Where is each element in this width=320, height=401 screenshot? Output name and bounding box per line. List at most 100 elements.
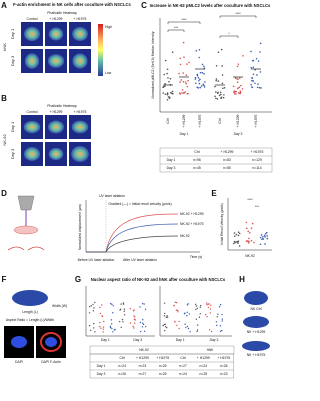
data-dot [134,322,136,324]
data-dot [99,321,101,324]
data-dot [175,309,178,311]
data-dot [168,97,171,99]
data-dot [113,329,115,331]
data-dot [139,330,142,333]
data-dot [195,308,197,311]
recoil-curve [86,213,179,253]
data-dot [175,301,178,304]
data-dot [99,325,101,328]
data-dot [203,86,206,88]
data-dot [166,68,169,71]
panel-title: Increase in NK-92 pMLC2 levels after coc… [150,3,271,8]
data-dot [194,78,197,80]
data-dot [143,303,145,305]
data-dot [238,232,241,235]
data-dot [222,96,225,99]
data-dot [238,245,241,247]
data-dot [196,86,199,89]
data-dot [179,63,182,66]
data-dot [102,328,104,330]
length-label: Length (L) [22,310,37,314]
table-group: hNK [207,348,214,352]
group-label: NK-92 [2,134,7,146]
axis [159,18,272,113]
table-cell: n=26 [220,364,228,368]
data-dot [166,93,169,95]
data-dot [259,71,262,73]
data-dot [219,325,222,327]
data-dot [144,308,147,311]
data-dot [199,71,202,74]
data-dot [199,313,201,315]
data-dot [233,240,236,243]
data-dot [195,50,198,52]
data-dot [134,316,136,318]
data-dot [118,320,121,323]
data-dot [216,98,219,100]
data-dot [220,329,223,332]
sig-bracket [219,35,239,38]
data-dot [239,90,242,92]
day-label: Day 3 [234,132,243,136]
data-dot [209,312,211,314]
data-dot [164,323,166,325]
data-dot [162,324,164,327]
curve-label: NK-92 [180,234,190,238]
data-dot [220,93,222,96]
data-dot [262,238,265,240]
table-cell: n=25 [159,364,167,368]
data-dot [197,77,200,79]
panel-label: A [1,1,7,10]
data-dot [163,302,166,304]
data-dot [233,235,236,237]
significance: *** [174,26,179,30]
nucleus-shape [243,316,269,328]
data-dot [216,324,218,327]
data-dot [186,92,189,95]
data-dot [189,331,191,333]
data-dot [111,327,113,330]
data-dot [265,231,268,234]
data-dot [174,321,176,323]
gradient-note: Gradient (—) = Initial recoil velocity (… [108,202,171,206]
data-dot [207,303,210,305]
data-dot [204,81,206,83]
data-dot [259,42,262,45]
table-cell: n=55 [223,166,231,170]
data-dot [198,56,200,59]
data-dot [235,93,237,95]
data-dot [167,96,170,98]
table-cell: n=23 [139,364,147,368]
data-dot [164,312,166,315]
data-dot [245,221,248,224]
table-cell: n=129 [252,158,262,162]
data-dot [218,94,221,97]
data-dot [186,311,188,314]
significance: **** [247,198,253,202]
data-dot [162,92,165,94]
data-dot [196,73,199,76]
data-dot [254,69,256,71]
data-dot [188,61,190,64]
scale-high: High [105,25,112,29]
data-dot [237,234,240,237]
data-dot [186,304,189,306]
data-dot [238,77,241,79]
nucleus-shape [242,341,270,351]
cell-blob [24,26,40,42]
x-label: + H1299 [236,114,240,127]
data-dot [206,316,208,318]
table-header: + H1975 [251,150,264,154]
data-dot [177,311,179,313]
data-dot [164,59,167,62]
data-dot [196,74,199,77]
panel-title: F-actin enrichment in NK cells after coc… [13,2,131,7]
data-dot [215,91,217,93]
data-dot [215,97,217,100]
color-bar [98,24,103,76]
data-dot [201,63,204,66]
data-dot [180,79,183,81]
y-axis-label: Normalized pMLC2 (Ser19) Median Intensit… [151,31,155,98]
data-dot [186,315,188,317]
data-dot [195,305,198,307]
